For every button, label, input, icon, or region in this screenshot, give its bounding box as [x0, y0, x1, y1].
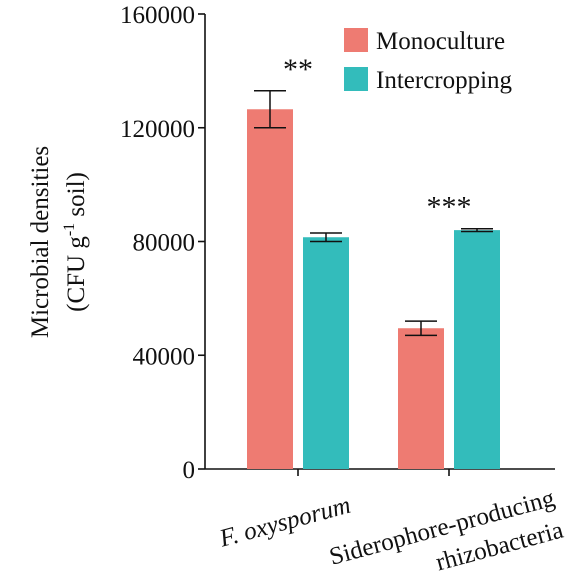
legend: Monoculture Intercropping	[344, 28, 513, 94]
legend-label: Intercropping	[376, 67, 513, 94]
bar	[398, 328, 444, 469]
y-axis-title-unit-rest: soil)	[63, 172, 90, 223]
y-axis-title-unit: (CFU g	[63, 236, 90, 312]
legend-swatch	[344, 28, 368, 52]
y-tick-label: 80000	[133, 230, 196, 257]
y-tick-label: 120000	[120, 116, 195, 143]
bars	[247, 90, 500, 469]
axes: 0 40000 80000 120000 160000	[120, 2, 555, 484]
legend-label: Monoculture	[376, 28, 505, 55]
x-category-label: Siderophore-producingrhizobacteria	[327, 485, 567, 585]
bar	[454, 230, 500, 469]
bar	[303, 237, 349, 469]
y-tick-label: 160000	[120, 2, 195, 29]
y-axis-title-line2: (CFU g-1 soil)	[61, 172, 90, 312]
y-axis-title-line1: Microbial densities	[27, 146, 54, 338]
y-tick-label: 0	[183, 457, 196, 484]
significance-label: **	[283, 53, 313, 86]
legend-swatch	[344, 67, 368, 91]
y-axis-title-superscript: -1	[61, 223, 78, 236]
bar	[247, 109, 293, 469]
significance-label: ***	[427, 191, 472, 224]
y-axis-title: Microbial densities (CFU g-1 soil)	[27, 146, 90, 338]
y-tick-label: 40000	[133, 343, 196, 370]
